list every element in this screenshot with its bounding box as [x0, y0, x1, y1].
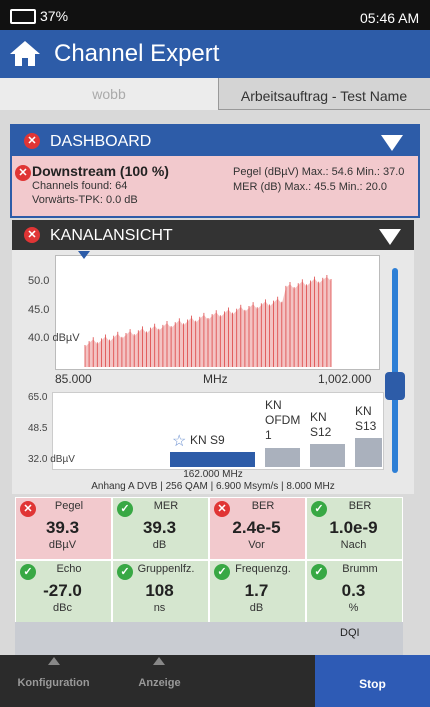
channel-bar[interactable]	[265, 448, 300, 467]
fail-icon: ✕	[24, 227, 40, 243]
fail-icon: ✕	[15, 165, 31, 181]
cell-label: Gruppenlfz.	[137, 563, 195, 575]
channel-label: KN S12	[310, 410, 332, 439]
stop-button[interactable]	[315, 655, 430, 707]
dashboard-line: Vorwärts-TPK: 0.0 dB	[32, 194, 138, 206]
dashboard-stat: Pegel (dBµV) Max.: 54.6 Min.: 37.0	[233, 166, 405, 178]
dashboard-stat: MER (dB) Max.: 45.5 Min.: 20.0	[233, 181, 388, 193]
x-label: 85.000	[55, 372, 92, 386]
panel-title: DASHBOARD	[50, 133, 152, 150]
channel-info: Anhang A DVB | 256 QAM | 6.900 Msym/s | …	[91, 481, 335, 492]
y-label: 65.0	[28, 392, 48, 403]
app-title: Channel Expert	[54, 40, 220, 67]
status-icon: ✓	[214, 564, 230, 580]
star-icon: ☆	[172, 433, 187, 450]
cell-unit: dB	[249, 602, 264, 614]
tab-label: Arbeitsauftrag - Test Name	[240, 88, 408, 104]
status-icon: ✓	[20, 564, 36, 580]
cell-label: MER	[153, 500, 179, 512]
x-label: MHz	[203, 372, 228, 386]
cell-label: BER	[251, 500, 275, 512]
app-header	[0, 30, 430, 78]
cell-label: Brumm	[342, 563, 378, 575]
home-icon[interactable]	[8, 38, 42, 68]
cell-value: 1.7	[244, 581, 269, 600]
tab[interactable]	[218, 78, 430, 110]
channel-bar[interactable]	[170, 452, 255, 467]
cell-unit: dBµV	[48, 539, 77, 551]
status-icon: ✓	[117, 501, 133, 517]
y-label: 48.5	[28, 423, 48, 434]
frequency: 162.000 MHz	[183, 469, 243, 480]
status-icon: ✓	[311, 564, 327, 580]
nav-label[interactable]: Konfiguration	[17, 677, 90, 689]
time: 05:46 AM	[360, 10, 420, 26]
cell-label: Echo	[56, 563, 82, 575]
cell-unit: %	[348, 602, 359, 614]
cell-unit: Nach	[340, 539, 367, 551]
cell-label: Pegel	[54, 500, 84, 512]
battery: 37%	[40, 8, 69, 24]
nav-arrow	[48, 657, 60, 665]
cell-label: BER	[348, 500, 372, 512]
status-bar	[0, 0, 430, 30]
panel-title: KANALANSICHT	[50, 227, 173, 244]
slider-track[interactable]	[392, 268, 398, 473]
cell-value: 0.3	[341, 581, 366, 600]
nav-label[interactable]: Stop	[359, 677, 386, 691]
tab[interactable]	[0, 78, 218, 110]
status-icon: ✓	[117, 564, 133, 580]
collapse-icon[interactable]	[380, 134, 404, 152]
cell-value: 1.0e-9	[329, 518, 378, 537]
panel-header[interactable]	[12, 126, 418, 156]
nav-label[interactable]: Anzeige	[138, 677, 181, 689]
slider-thumb[interactable]	[385, 372, 405, 400]
dashboard-line: Channels found: 64	[32, 180, 128, 192]
cell-row	[15, 622, 403, 655]
nav-arrow	[153, 657, 165, 665]
status-icon: ✓	[311, 501, 327, 517]
channel-bar[interactable]	[355, 438, 382, 467]
status-icon: ✕	[20, 501, 36, 517]
collapse-icon[interactable]	[378, 228, 402, 246]
channel-label: KN S9	[190, 433, 225, 447]
cell-unit: Vor	[248, 539, 265, 551]
channel-bar[interactable]	[310, 444, 345, 467]
panel-header[interactable]	[12, 220, 414, 250]
cell-value: -27.0	[43, 581, 82, 600]
cell-unit: ns	[153, 602, 166, 614]
tab-label: wobb	[92, 86, 126, 102]
marker	[78, 251, 90, 259]
spectrum-plot	[55, 255, 380, 370]
battery-icon	[10, 9, 36, 24]
channel-label: KN S13	[355, 404, 377, 433]
cell-value: 39.3	[45, 518, 80, 537]
cell-unit: dB	[152, 539, 167, 551]
cell-value: 108	[145, 581, 174, 600]
y-label: 40.0 dBµV	[28, 332, 80, 344]
y-label: 32.0 dBµV	[28, 454, 75, 465]
channel-label: KN OFDM 1	[265, 398, 301, 442]
fail-icon: ✕	[24, 133, 40, 149]
y-label: 50.0	[28, 275, 50, 287]
dashboard-heading: Downstream (100 %)	[32, 163, 169, 179]
y-label: 45.0	[28, 304, 50, 316]
cell-value: 39.3	[142, 518, 177, 537]
cell-value: 2.4e-5	[232, 518, 281, 537]
cell-unit: dBc	[53, 602, 72, 614]
x-label: 1,002.000	[318, 372, 372, 386]
cell-label: Frequenzg.	[235, 563, 291, 575]
dqi-label[interactable]: DQI	[340, 627, 360, 639]
status-icon: ✕	[214, 501, 230, 517]
